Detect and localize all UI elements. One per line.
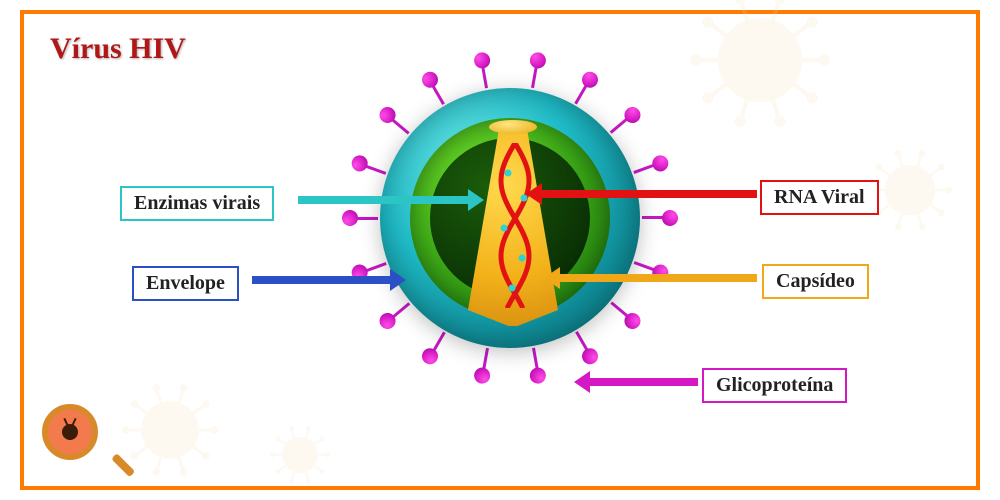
arrow-glicoproteina [588, 375, 698, 389]
glycoprotein-spike [476, 347, 492, 384]
glycoprotein-spike [422, 70, 449, 106]
label-enzimas: Enzimas virais [120, 186, 274, 221]
glycoprotein-spike [476, 52, 492, 89]
label-envelope: Envelope [132, 266, 239, 301]
arrow-capsideo [558, 271, 757, 285]
virus-capsid-cap [489, 120, 537, 134]
glycoprotein-spike [422, 330, 449, 366]
arrow-enzimas [298, 193, 470, 207]
glycoprotein-spike [350, 156, 387, 178]
diagram-title: Vírus HIV [50, 32, 186, 66]
glycoprotein-spike [528, 347, 544, 384]
glycoprotein-spike [632, 156, 669, 178]
glycoprotein-spike [378, 106, 412, 137]
glycoprotein-spike [528, 52, 544, 89]
glycoprotein-spike [378, 299, 412, 330]
arrow-rna [540, 187, 757, 201]
glycoprotein-spike [608, 299, 642, 330]
glycoprotein-spike [572, 70, 599, 106]
label-capsideo: Capsídeo [762, 264, 869, 299]
glycoprotein-spike [608, 106, 642, 137]
glycoprotein-spike [642, 213, 678, 223]
virus-rna [490, 143, 540, 308]
magnifier-icon [42, 404, 114, 476]
hiv-virus-illustration [340, 48, 680, 388]
label-glicoproteina: Glicoproteína [702, 368, 847, 403]
label-rna: RNA Viral [760, 180, 879, 215]
glycoprotein-spike [572, 330, 599, 366]
arrow-envelope [252, 273, 392, 287]
glycoprotein-spike [342, 213, 378, 223]
